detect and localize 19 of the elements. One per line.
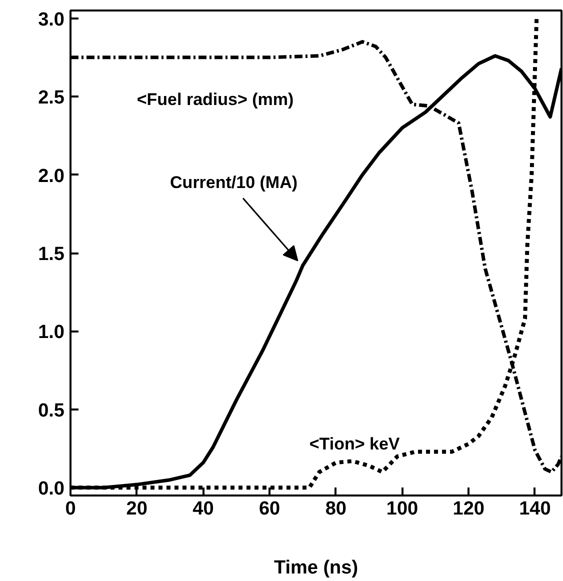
x-tick-label: 100 xyxy=(386,498,418,520)
y-tick-label: 3.0 xyxy=(38,9,65,30)
y-tick-label: 0.5 xyxy=(38,400,65,422)
y-tick-label: 0.0 xyxy=(38,478,65,500)
x-tick-label: 20 xyxy=(126,498,148,520)
x-tick-label: 140 xyxy=(519,498,551,520)
x-tick-label: 120 xyxy=(452,498,484,520)
y-tick-label: 2.5 xyxy=(38,88,65,109)
text: Current/10 (MA) xyxy=(170,173,298,192)
x-tick-label: 0 xyxy=(65,498,76,520)
x-tick-label: 40 xyxy=(192,498,214,520)
x-tick-label: 80 xyxy=(325,498,346,520)
series-label: <Fuel radius> (mm) xyxy=(136,90,294,110)
y-tick-label: 1.0 xyxy=(38,322,65,344)
x-tick-label: 60 xyxy=(258,498,280,520)
y-tick-label: 1.5 xyxy=(38,244,65,265)
y-tick-label: 2.0 xyxy=(38,166,65,187)
series-label: <Tion> keV xyxy=(309,434,400,454)
x-axis-title: Time (ns) xyxy=(274,558,358,578)
